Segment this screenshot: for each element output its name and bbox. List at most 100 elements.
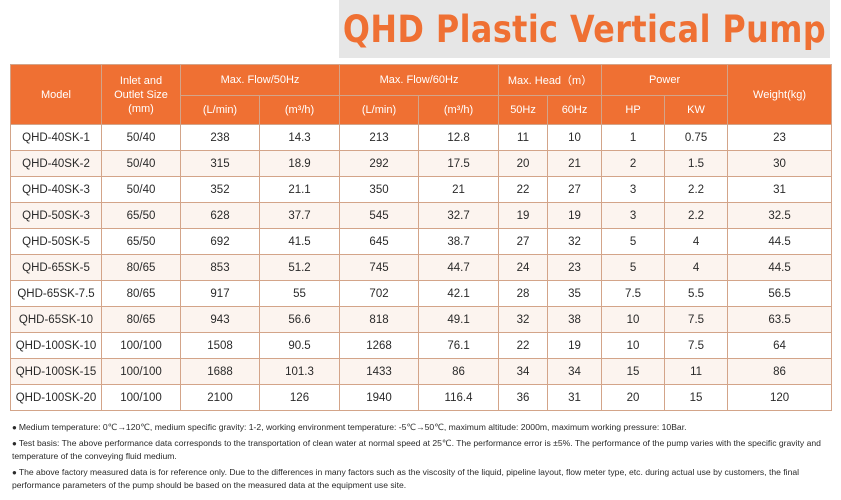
cell-h50: 24 — [498, 254, 549, 281]
cell-h50: 22 — [498, 176, 549, 203]
bullet-icon: ● — [12, 439, 17, 448]
cell-hp: 5 — [601, 254, 666, 281]
cell-h60: 19 — [547, 202, 603, 229]
table-row: QHD-40SK-2 50/40 315 18.9 292 17.5 20 21 2 1.5 30 — [10, 150, 833, 177]
note-item: ● Test basis: The above performance data … — [12, 437, 830, 463]
cell-f60-m3h: 76.1 — [418, 332, 500, 359]
header-max-head: Max. Head（m） — [498, 64, 603, 96]
cell-h60: 35 — [547, 280, 603, 307]
cell-weight: 44.5 — [727, 254, 833, 281]
header-weight: Weight(kg) — [727, 64, 833, 125]
cell-f50-m3h: 126 — [258, 384, 341, 411]
cell-h60: 34 — [547, 358, 603, 385]
header-inlet-outlet-size: Inlet and Outlet Size (mm) — [101, 64, 181, 125]
cell-f60-lmin: 545 — [339, 202, 420, 229]
cell-h50: 27 — [498, 228, 549, 255]
cell-f60-lmin: 702 — [339, 280, 420, 307]
cell-hp: 10 — [601, 306, 666, 333]
cell-weight: 30 — [727, 150, 833, 177]
cell-f50-m3h: 37.7 — [258, 202, 341, 229]
header-flow50-m3h: (m³/h) — [258, 95, 341, 125]
header-model: Model — [10, 64, 102, 125]
cell-model: QHD-50SK-3 — [10, 202, 102, 229]
cell-kw: 2.2 — [664, 176, 729, 203]
page-title: QHD Plastic Vertical Pump — [342, 7, 827, 51]
note-item: ● The above factory measured data is for … — [12, 466, 830, 492]
cell-hp: 10 — [601, 332, 666, 359]
header-power: Power — [601, 64, 729, 96]
cell-kw: 1.5 — [664, 150, 729, 177]
cell-size: 80/65 — [101, 254, 181, 281]
cell-f60-m3h: 86 — [418, 358, 500, 385]
cell-f50-m3h: 14.3 — [258, 124, 341, 151]
cell-weight: 31 — [727, 176, 833, 203]
bullet-icon: ● — [12, 423, 17, 432]
note-item: ● Medium temperature: 0℃→120℃, medium spe… — [12, 421, 830, 434]
cell-h60: 21 — [547, 150, 603, 177]
note-text: Medium temperature: 0℃→120℃, medium spec… — [18, 422, 687, 432]
cell-size: 100/100 — [101, 332, 181, 359]
cell-hp: 5 — [601, 228, 666, 255]
table-row: QHD-100SK-20 100/100 2100 126 1940 116.4 36 31 2… — [10, 384, 833, 411]
cell-size: 50/40 — [101, 150, 181, 177]
cell-model: QHD-40SK-3 — [10, 176, 102, 203]
cell-f60-lmin: 1268 — [339, 332, 420, 359]
cell-f50-m3h: 56.6 — [258, 306, 341, 333]
cell-size: 80/65 — [101, 306, 181, 333]
cell-f50-lmin: 917 — [180, 280, 260, 307]
cell-h60: 31 — [547, 384, 603, 411]
cell-f60-m3h: 12.8 — [418, 124, 500, 151]
cell-hp: 2 — [601, 150, 666, 177]
cell-h60: 23 — [547, 254, 603, 281]
table-row: QHD-50SK-3 65/50 628 37.7 545 32.7 19 19 3 2.2 32.… — [10, 202, 833, 229]
cell-h50: 34 — [498, 358, 549, 385]
cell-f60-lmin: 818 — [339, 306, 420, 333]
header-flow50-lmin: (L/min) — [180, 95, 260, 125]
cell-f60-m3h: 44.7 — [418, 254, 500, 281]
cell-f60-m3h: 21 — [418, 176, 500, 203]
cell-f50-lmin: 2100 — [180, 384, 260, 411]
cell-f60-lmin: 645 — [339, 228, 420, 255]
cell-weight: 23 — [727, 124, 833, 151]
cell-h50: 36 — [498, 384, 549, 411]
table-row: QHD-65SK-7.5 80/65 917 55 702 42.1 28 35 7.5 5.5 5… — [10, 280, 833, 307]
header-inlet-line3: (mm) — [128, 102, 154, 115]
cell-f50-lmin: 692 — [180, 228, 260, 255]
cell-kw: 5.5 — [664, 280, 729, 307]
cell-h60: 27 — [547, 176, 603, 203]
cell-h50: 32 — [498, 306, 549, 333]
cell-model: QHD-40SK-1 — [10, 124, 102, 151]
cell-weight: 56.5 — [727, 280, 833, 307]
cell-f60-m3h: 49.1 — [418, 306, 500, 333]
header-head-50hz: 50Hz — [498, 95, 549, 125]
header-flow60-m3h: (m³/h) — [418, 95, 500, 125]
cell-weight: 63.5 — [727, 306, 833, 333]
header-flow60-lmin: (L/min) — [339, 95, 420, 125]
cell-f50-m3h: 18.9 — [258, 150, 341, 177]
cell-model: QHD-40SK-2 — [10, 150, 102, 177]
table-row: QHD-100SK-10 100/100 1508 90.5 1268 76.1 22 19 1… — [10, 332, 833, 359]
header-power-kw: KW — [664, 95, 729, 125]
cell-weight: 64 — [727, 332, 833, 359]
header-inlet-line2: Outlet Size — [114, 88, 168, 101]
cell-f60-m3h: 32.7 — [418, 202, 500, 229]
cell-f60-lmin: 1433 — [339, 358, 420, 385]
cell-hp: 7.5 — [601, 280, 666, 307]
cell-h60: 10 — [547, 124, 603, 151]
table-row: QHD-50SK-5 65/50 692 41.5 645 38.7 27 32 5 4 44.5 — [10, 228, 833, 255]
table-row: QHD-40SK-1 50/40 238 14.3 213 12.8 11 10 1 0.75 23 — [10, 124, 833, 151]
footnotes: ● Medium temperature: 0℃→120℃, medium spe… — [12, 421, 830, 495]
cell-hp: 15 — [601, 358, 666, 385]
header-max-flow-50hz: Max. Flow/50Hz — [179, 64, 341, 96]
cell-hp: 3 — [601, 202, 666, 229]
cell-model: QHD-100SK-15 — [10, 358, 102, 385]
cell-hp: 1 — [601, 124, 666, 151]
cell-f50-lmin: 1508 — [180, 332, 260, 359]
cell-h50: 28 — [498, 280, 549, 307]
cell-f50-m3h: 55 — [258, 280, 341, 307]
cell-kw: 4 — [664, 254, 729, 281]
cell-weight: 44.5 — [727, 228, 833, 255]
header-inlet-line1: Inlet and — [119, 74, 163, 87]
header-max-flow-60hz: Max. Flow/60Hz — [339, 64, 500, 96]
cell-size: 100/100 — [101, 358, 181, 385]
